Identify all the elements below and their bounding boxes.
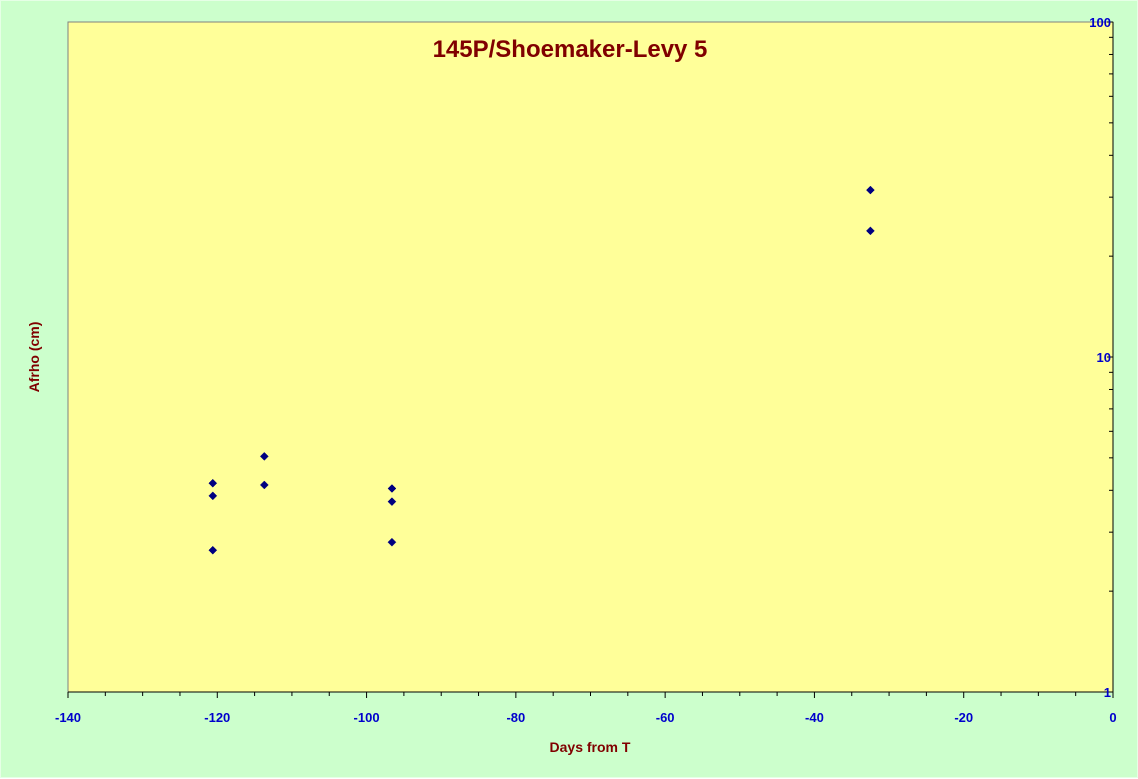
y-axis: 1 10 100 xyxy=(1089,15,1114,700)
x-tick-label: -140 xyxy=(55,710,81,725)
data-point xyxy=(208,491,218,501)
plot-area xyxy=(67,21,1114,693)
x-tick-label: -80 xyxy=(506,710,525,725)
data-point xyxy=(259,452,269,461)
x-tick-label: -20 xyxy=(954,710,973,725)
y-tick-label: 10 xyxy=(1097,350,1111,365)
data-point xyxy=(387,484,397,493)
data-point xyxy=(387,497,397,507)
data-point xyxy=(866,226,875,236)
data-point xyxy=(208,545,218,555)
data-point xyxy=(866,185,875,195)
data-point xyxy=(387,537,397,547)
y-tick-label: 100 xyxy=(1089,15,1111,30)
x-tick-label: -100 xyxy=(354,710,380,725)
data-point xyxy=(208,478,218,488)
y-axis-title: Afrho (cm) xyxy=(26,322,42,393)
x-tick-label: -40 xyxy=(805,710,824,725)
y-tick-label: 1 xyxy=(1104,685,1111,700)
data-markers xyxy=(208,185,875,555)
data-point xyxy=(259,480,269,490)
x-tick-label: -60 xyxy=(656,710,675,725)
chart-title: 145P/Shoemaker-Levy 5 xyxy=(433,36,708,63)
x-tick-label: 0 xyxy=(1109,710,1116,725)
x-axis-title: Days from T xyxy=(550,739,631,755)
x-axis: -140 -120 -100 -80 -60 -40 -20 0 xyxy=(55,691,1117,725)
x-tick-label: -120 xyxy=(204,710,230,725)
